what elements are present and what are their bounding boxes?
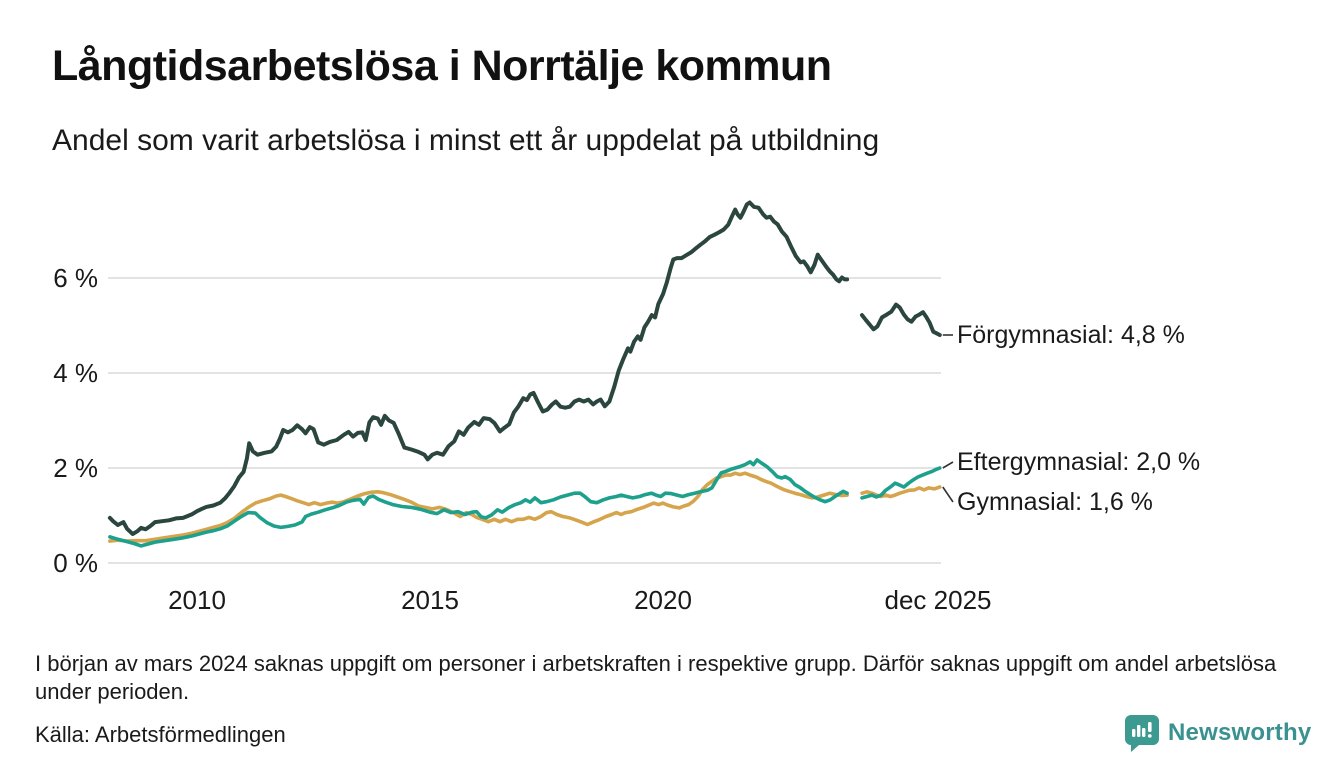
x-axis-tick-2020: 2020 <box>634 585 692 615</box>
series-label-gymnasial: Gymnasial: 1,6 % <box>957 488 1153 516</box>
series-label-eftergymnasial: Eftergymnasial: 2,0 % <box>957 448 1201 476</box>
y-axis-tick-2: 2 % <box>53 453 98 483</box>
page-title: Långtidsarbetslösa i Norrtälje kommun <box>52 42 832 90</box>
x-axis-tick-2015: 2015 <box>401 585 459 615</box>
newsworthy-bubble-chart-icon <box>1124 714 1160 752</box>
series-label-forgymnasial: Förgymnasial: 4,8 % <box>957 321 1185 349</box>
newsworthy-wordmark: Newsworthy <box>1168 719 1312 746</box>
x-axis-tick-dec-2025: dec 2025 <box>884 585 992 615</box>
x-axis-tick-2010: 2010 <box>168 585 226 615</box>
source-credit: Källa: Arbetsförmedlingen <box>35 722 286 747</box>
y-axis-tick-0: 0 % <box>53 548 98 578</box>
data-gap-footnote: I början av mars 2024 saknas uppgift om … <box>35 651 1277 704</box>
chart-subtitle: Andel som varit arbetslösa i minst ett å… <box>52 124 880 157</box>
newsworthy-logo: Newsworthy <box>1124 714 1311 752</box>
y-axis-tick-4: 4 % <box>53 358 98 388</box>
y-axis-tick-6: 6 % <box>53 263 98 293</box>
